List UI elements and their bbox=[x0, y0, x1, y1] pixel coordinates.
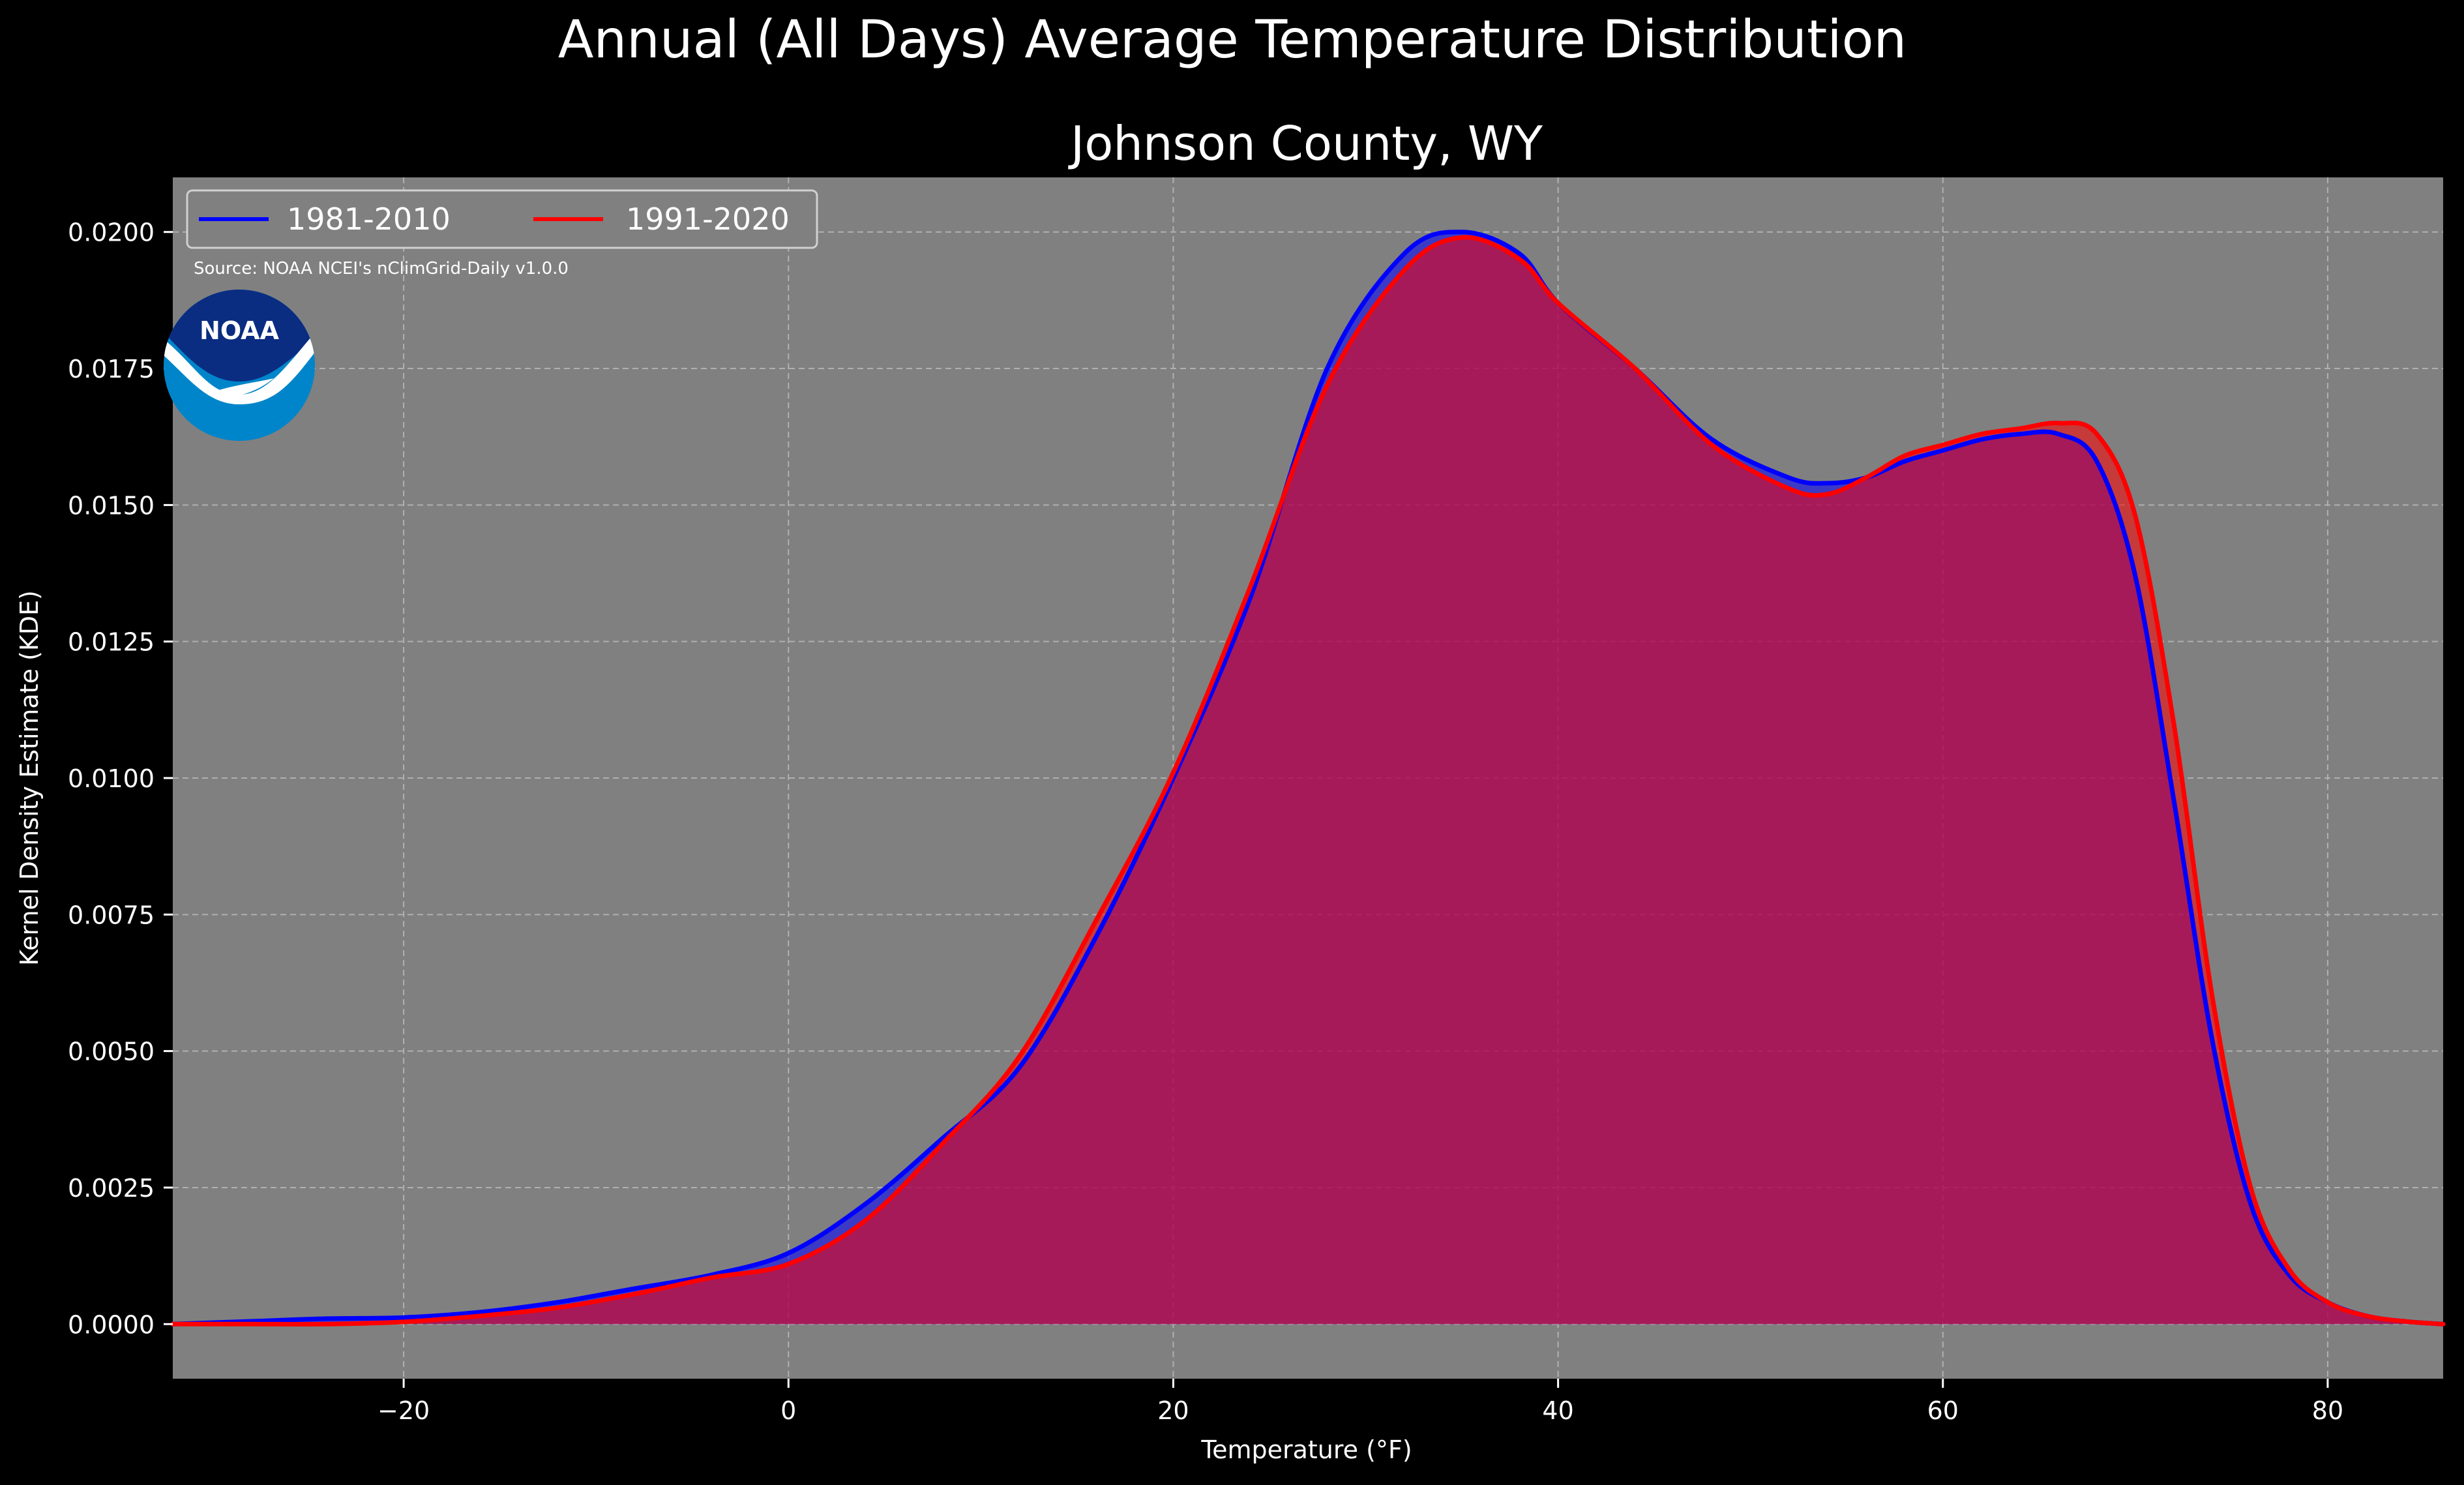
y-tick-label: 0.0000 bbox=[68, 1310, 155, 1339]
x-tick-label: 0 bbox=[780, 1396, 796, 1425]
density-fill-layer bbox=[173, 232, 2443, 1325]
legend: 1981-2010 1991-2020 bbox=[186, 189, 818, 249]
y-tick-label: 0.0150 bbox=[68, 491, 155, 520]
legend-label-1981-2010: 1981-2010 bbox=[287, 202, 451, 237]
chart-title: Annual (All Days) Average Temperature Di… bbox=[558, 9, 1907, 70]
y-axis-label: Kernel Density Estimate (KDE) bbox=[15, 590, 44, 966]
y-tick-label: 0.0100 bbox=[68, 764, 155, 793]
y-tick-label: 0.0200 bbox=[68, 218, 155, 247]
y-tick-label: 0.0050 bbox=[68, 1038, 155, 1066]
chart-subtitle: Johnson County, WY bbox=[1068, 116, 1543, 171]
series-line-1991-2020 bbox=[170, 235, 2446, 1327]
y-tick-label: 0.0075 bbox=[68, 901, 155, 929]
series-lines bbox=[170, 230, 2446, 1327]
x-tick-label: 20 bbox=[1157, 1396, 1189, 1425]
y-tick-label: 0.0125 bbox=[68, 628, 155, 657]
density-fill-1991-2020 bbox=[173, 237, 2443, 1325]
legend-label-1991-2020: 1991-2020 bbox=[626, 202, 790, 237]
source-note: Source: NOAA NCEI's nClimGrid-Daily v1.0… bbox=[194, 259, 569, 278]
y-tick-label: 0.0175 bbox=[68, 355, 155, 383]
y-axis-ticks: 0.0000 0.0025 0.0050 0.0075 0.0100 0.0125 0.01… bbox=[68, 218, 173, 1339]
x-tick-label: 60 bbox=[1927, 1396, 1959, 1425]
x-axis-ticks: −20 0 20 40 60 80 bbox=[378, 1379, 2343, 1425]
logo-text: NOAA bbox=[200, 316, 279, 345]
y-tick-label: 0.0025 bbox=[68, 1174, 155, 1203]
series-line-1981-2010 bbox=[170, 230, 2446, 1327]
x-tick-label: 40 bbox=[1542, 1396, 1573, 1425]
x-axis-label: Temperature (°F) bbox=[1200, 1435, 1412, 1464]
legend-box bbox=[186, 189, 818, 249]
x-tick-label: 80 bbox=[2312, 1396, 2343, 1425]
noaa-logo: NOAA bbox=[164, 290, 315, 441]
x-tick-label: −20 bbox=[378, 1396, 430, 1425]
